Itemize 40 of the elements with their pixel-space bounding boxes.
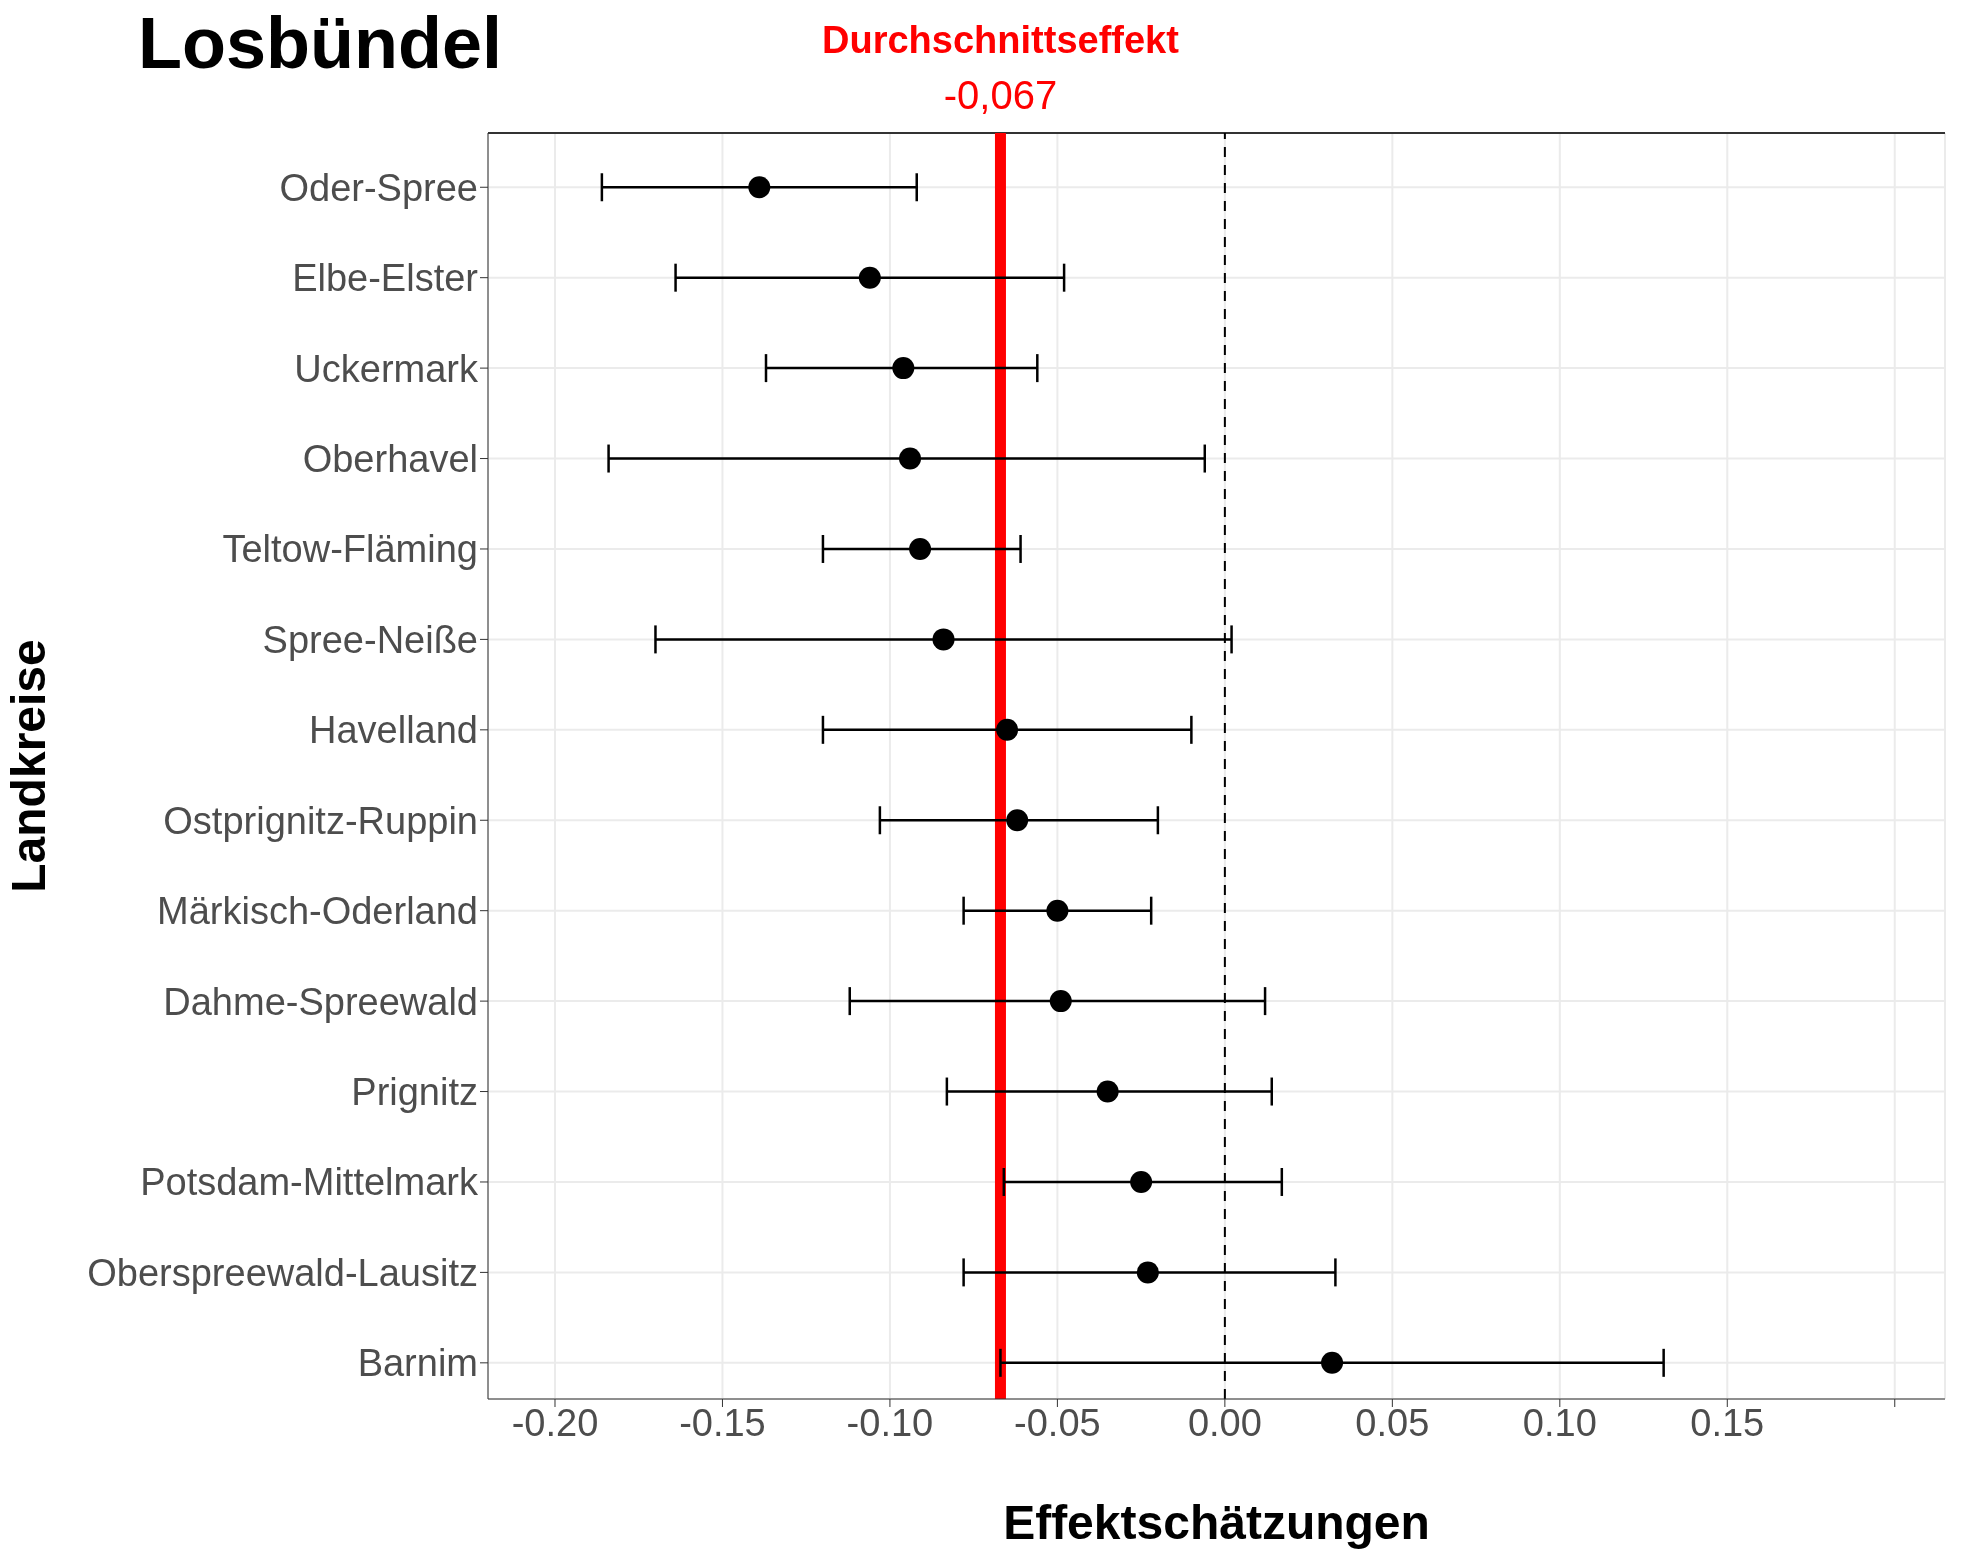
y-tick-label: Dahme-Spreewald (163, 980, 478, 1023)
point (1136, 1261, 1159, 1284)
point (996, 718, 1019, 741)
y-tick-label: Märkisch-Oderland (157, 890, 478, 933)
x-tick-label: 0.15 (1690, 1401, 1765, 1444)
chart-title: Losbündel (138, 2, 502, 84)
y-tick-label: Oder-Spree (279, 166, 478, 209)
point (1096, 1080, 1119, 1103)
point (1130, 1170, 1153, 1193)
x-axis-title: Effektschätzungen (1003, 1496, 1430, 1549)
y-tick-label: Barnim (357, 1342, 478, 1385)
point (1046, 899, 1069, 922)
point (899, 447, 922, 470)
point (909, 537, 932, 560)
y-tick-label: Havelland (309, 709, 478, 752)
y-tick-label: Oberhavel (302, 438, 478, 481)
y-axis-title: Landkreise (2, 639, 56, 893)
x-tick-label: -0.20 (511, 1401, 599, 1444)
x-tick-label: 0.05 (1355, 1401, 1430, 1444)
x-tick-label: -0.05 (1014, 1401, 1101, 1444)
x-tick-label: 0.10 (1522, 1401, 1597, 1444)
x-tick-label: 0.00 (1187, 1401, 1262, 1444)
point (1006, 809, 1029, 832)
y-tick-label: Elbe-Elster (292, 257, 479, 300)
point (1321, 1351, 1344, 1374)
y-tick-label: Oberspreewald-Lausitz (87, 1251, 478, 1294)
point (932, 628, 955, 651)
x-tick-label: -0.15 (679, 1401, 766, 1444)
point (858, 266, 881, 289)
point (748, 176, 771, 199)
point (1049, 990, 1072, 1013)
point (892, 357, 915, 380)
y-tick-label: Ostprignitz-Ruppin (163, 799, 478, 842)
x-tick-label: -0.10 (846, 1401, 934, 1444)
y-tick-label: Prignitz (351, 1071, 478, 1114)
y-tick-label: Teltow-Fläming (222, 528, 478, 571)
y-tick-label: Spree-Neiße (262, 618, 478, 661)
ref-line-label: Durchschnittseffekt -0,067 (822, 19, 1180, 117)
y-tick-label: Potsdam-Mittelmark (140, 1161, 479, 1204)
y-tick-label: Uckermark (294, 347, 479, 390)
